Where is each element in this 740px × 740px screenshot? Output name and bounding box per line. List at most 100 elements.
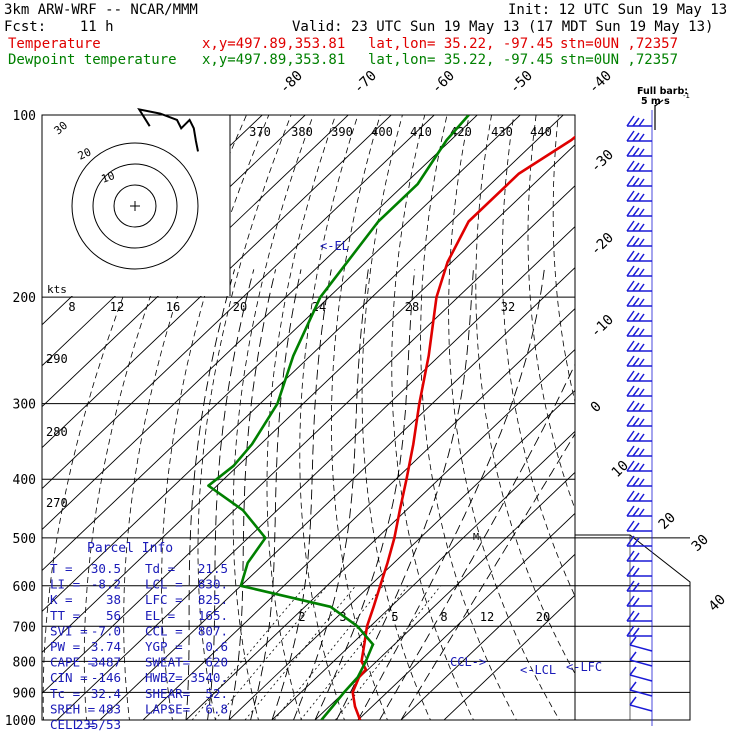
barb-flag [629, 681, 637, 691]
dry-adiabat-line [331, 115, 388, 720]
barb-flag [638, 238, 645, 247]
barb-flag [626, 415, 635, 427]
parcel-field-label: CELL = [50, 717, 95, 732]
moist-adiabat-line [207, 269, 255, 720]
parcel-info-title: Parcel Info [87, 541, 173, 556]
parcel-field-value: -7.0 [91, 623, 121, 638]
dewpoint-profile [207, 115, 470, 720]
hodograph-trace [137, 107, 199, 152]
mixing-ratio-line [334, 585, 441, 720]
mixing-ratio-label: 5 [391, 610, 398, 624]
kts-label: kts [47, 283, 67, 296]
isotherm-line [400, 553, 575, 720]
pressure-label: 300 [13, 398, 36, 413]
wind-barbs [626, 99, 664, 726]
moist-adiabat-line [228, 269, 277, 720]
isotherm-line [271, 430, 575, 720]
wind-barb [626, 265, 652, 277]
barb-flag [632, 477, 640, 487]
dry-adiabat-line [232, 115, 314, 720]
isotherm-line [357, 512, 575, 720]
barb-flag [629, 696, 637, 706]
barb-flag [626, 430, 635, 442]
parcel-field-value: 3.74 [91, 639, 121, 654]
barb-flag [638, 403, 645, 412]
full-barb-key: Full barb: [637, 86, 688, 97]
lcl-marker: <-LCL [520, 663, 556, 677]
barb-flag [626, 520, 635, 532]
parcel-field-value: 21.5 [198, 561, 228, 576]
wind-barb [626, 430, 652, 442]
moist-adiabat-line [271, 269, 332, 720]
wind-barb [626, 160, 652, 172]
forecast-hour: Fcst: 11 h [4, 19, 114, 35]
parcel-field-value: 620 [205, 655, 228, 670]
barb-flag [632, 192, 640, 202]
thermo-grid [42, 87, 740, 733]
wind-barb [626, 145, 652, 157]
barb-flag [638, 493, 645, 502]
barb-flag [638, 373, 645, 382]
isotherm-line [228, 389, 575, 720]
mixing-ratio-label: 2 [298, 610, 305, 624]
isotherm-line [42, 185, 575, 694]
barb-flag [632, 417, 640, 427]
wind-barb [626, 550, 652, 562]
parcel-field-value: 3540. [190, 670, 228, 685]
barb-flag [632, 297, 640, 307]
parcel-field-label: CIN = [50, 670, 88, 685]
dry-adiabat-line [420, 115, 517, 720]
barb-flag [632, 387, 640, 397]
isotherm-line [42, 144, 575, 654]
isotherm-label: -40 [586, 68, 615, 97]
wind-barb [626, 505, 652, 517]
parcel-field-label: T = [50, 561, 73, 576]
moist-adiabat-line [357, 269, 545, 720]
wind-barb [629, 696, 653, 712]
barb-flag [626, 535, 635, 547]
temp-location-xy: x,y=497.89,353.81 [202, 36, 346, 52]
barb-flag [626, 160, 635, 172]
barb-flag [638, 178, 645, 187]
parcel-field-value: 483 [98, 701, 121, 716]
wind-barb [626, 370, 652, 382]
isotherm-line [443, 594, 575, 720]
dry-adiabat-line [161, 115, 270, 720]
isotherm-label: 20 [656, 510, 679, 533]
dry-adiabat-line [735, 87, 740, 733]
dry-adiabat-line [527, 115, 575, 511]
barb-flag [632, 567, 640, 577]
isotherm-line [42, 115, 521, 572]
dry-adiabat-line [691, 87, 740, 733]
wind-barb [626, 580, 652, 592]
theta-label: 390 [331, 125, 353, 139]
dewpt-location-latlon: lat,lon= 35.22, -97.45 [368, 52, 554, 68]
wind-barb [626, 490, 652, 502]
temperature-profile [351, 135, 575, 720]
wind-barb [626, 535, 652, 547]
full-barb-units: 5 m s [641, 96, 670, 107]
mixing-ratio-label: 28 [405, 300, 419, 314]
barb-flag [638, 163, 645, 172]
parcel-field-value: 38 [106, 592, 121, 607]
wind-barb [629, 636, 653, 652]
barb-flag [632, 162, 640, 172]
barb-flag [632, 327, 640, 337]
barb-shaft [629, 644, 653, 652]
wind-barb [629, 681, 653, 697]
barb-flag [626, 340, 635, 352]
barb-flag [638, 208, 645, 217]
wind-barb [626, 595, 652, 607]
parcel-field-label: LI = [50, 577, 80, 592]
wind-barb [626, 325, 652, 337]
wind-barb [626, 385, 652, 397]
hodograph-ring [113, 184, 157, 228]
isotherm-line [314, 471, 575, 720]
barb-flag [626, 460, 635, 472]
barb-flag [632, 117, 640, 127]
barb-flag [626, 130, 635, 142]
hodograph-ring [92, 163, 178, 249]
parcel-field-label: EL = [145, 608, 175, 623]
